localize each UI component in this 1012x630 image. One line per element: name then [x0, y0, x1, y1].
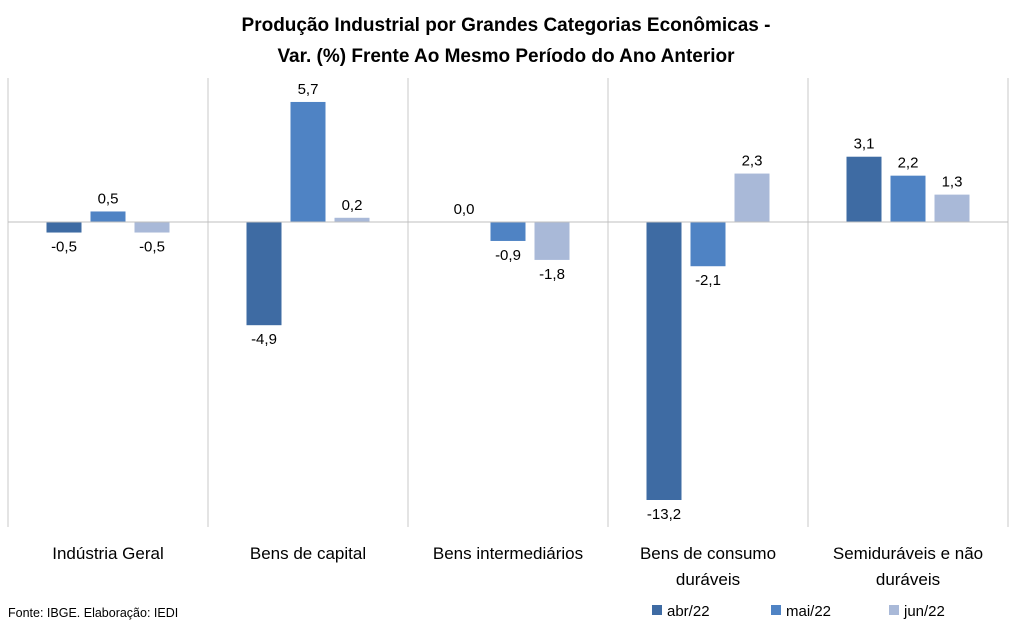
category-label: Semiduráveis e não — [833, 544, 983, 563]
data-label: 0,0 — [454, 201, 475, 218]
data-label: -1,8 — [539, 266, 565, 283]
legend-item: jun/22 — [889, 603, 945, 620]
category-label: Indústria Geral — [52, 544, 164, 563]
data-label: -0,5 — [139, 239, 165, 256]
legend-label: jun/22 — [903, 603, 945, 620]
data-label: 3,1 — [854, 136, 875, 153]
plot-area: -0,5 -4,9 0,0 -13,2 3,1 0,5 5,7 -0,9 -2,1 2,2 -0,5… — [7, 78, 1009, 589]
data-label: -2,1 — [695, 272, 721, 289]
bar-jun-22-cat-1 — [334, 217, 370, 222]
category-label: duráveis — [676, 570, 740, 589]
chart-title: Produção Industrial por Grandes Categori… — [242, 15, 771, 67]
bar-abr-22-cat-0 — [46, 222, 82, 233]
data-label: -0,5 — [51, 239, 77, 256]
legend-swatch — [771, 605, 781, 615]
bar-jun-22-cat-2 — [534, 222, 570, 260]
legend: abr/22 mai/22 jun/22 — [652, 603, 945, 620]
bar-mai-22-cat-2 — [490, 222, 526, 241]
data-label: 5,7 — [298, 81, 319, 98]
data-label: 0,5 — [98, 190, 119, 207]
legend-label: mai/22 — [786, 603, 831, 620]
bar-abr-22-cat-1 — [246, 222, 282, 326]
data-label: -4,9 — [251, 331, 277, 348]
data-label: -0,9 — [495, 247, 521, 264]
chart-title-line-2: Var. (%) Frente Ao Mesmo Período do Ano … — [277, 46, 735, 67]
legend-swatch — [652, 605, 662, 615]
bar-jun-22-cat-3 — [734, 173, 770, 222]
category-label: Bens de capital — [250, 544, 366, 563]
data-label: 0,2 — [342, 197, 363, 214]
bar-mai-22-cat-1 — [290, 101, 326, 222]
category-label: Bens intermediários — [433, 544, 583, 563]
bar-jun-22-cat-4 — [934, 194, 970, 222]
legend-item: abr/22 — [652, 603, 710, 620]
data-label: 1,3 — [942, 174, 963, 191]
bar-mai-22-cat-0 — [90, 211, 126, 222]
legend-item: mai/22 — [771, 603, 831, 620]
bar-abr-22-cat-3 — [646, 222, 682, 500]
bar-mai-22-cat-3 — [690, 222, 726, 267]
data-label: 2,2 — [898, 155, 919, 172]
bar-mai-22-cat-4 — [890, 175, 926, 222]
category-label: duráveis — [876, 570, 940, 589]
data-label: 2,3 — [742, 153, 763, 170]
category-label: Bens de consumo — [640, 544, 776, 563]
chart-title-line-1: Produção Industrial por Grandes Categori… — [242, 15, 771, 36]
legend-swatch — [889, 605, 899, 615]
bar-abr-22-cat-4 — [846, 156, 882, 222]
bar-jun-22-cat-0 — [134, 222, 170, 233]
source-note: Fonte: IBGE. Elaboração: IEDI — [8, 606, 178, 620]
legend-label: abr/22 — [667, 603, 710, 620]
data-label: -13,2 — [647, 506, 681, 523]
